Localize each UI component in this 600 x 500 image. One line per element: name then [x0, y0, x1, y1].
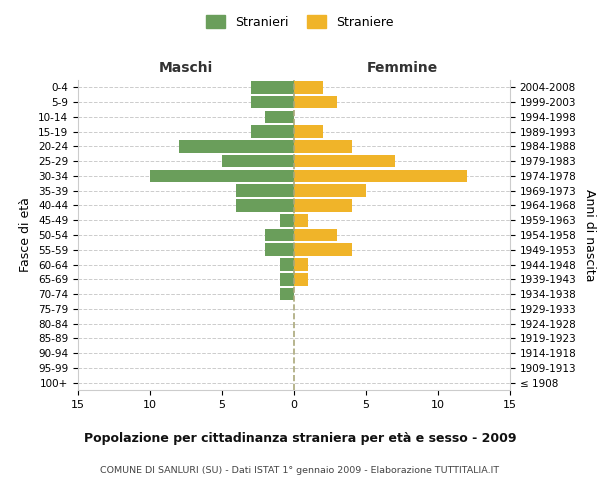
Text: COMUNE DI SANLURI (SU) - Dati ISTAT 1° gennaio 2009 - Elaborazione TUTTITALIA.IT: COMUNE DI SANLURI (SU) - Dati ISTAT 1° g…: [100, 466, 500, 475]
Bar: [294, 140, 352, 152]
Bar: [294, 199, 352, 212]
Bar: [294, 244, 352, 256]
Y-axis label: Fasce di età: Fasce di età: [19, 198, 32, 272]
Bar: [280, 258, 294, 271]
Bar: [236, 184, 294, 197]
Text: Maschi: Maschi: [159, 61, 213, 75]
Bar: [294, 273, 308, 285]
Y-axis label: Anni di nascita: Anni di nascita: [583, 188, 596, 281]
Bar: [294, 126, 323, 138]
Legend: Stranieri, Straniere: Stranieri, Straniere: [203, 11, 397, 32]
Bar: [294, 214, 308, 226]
Bar: [280, 273, 294, 285]
Text: Popolazione per cittadinanza straniera per età e sesso - 2009: Popolazione per cittadinanza straniera p…: [84, 432, 516, 445]
Bar: [150, 170, 294, 182]
Bar: [294, 155, 395, 168]
Bar: [294, 258, 308, 271]
Bar: [265, 244, 294, 256]
Bar: [251, 81, 294, 94]
Bar: [294, 170, 467, 182]
Bar: [280, 288, 294, 300]
Bar: [265, 110, 294, 123]
Bar: [251, 126, 294, 138]
Bar: [222, 155, 294, 168]
Bar: [179, 140, 294, 152]
Bar: [251, 96, 294, 108]
Text: Femmine: Femmine: [367, 61, 437, 75]
Bar: [294, 81, 323, 94]
Bar: [294, 96, 337, 108]
Bar: [294, 184, 366, 197]
Bar: [280, 214, 294, 226]
Bar: [236, 199, 294, 212]
Bar: [294, 228, 337, 241]
Bar: [265, 228, 294, 241]
